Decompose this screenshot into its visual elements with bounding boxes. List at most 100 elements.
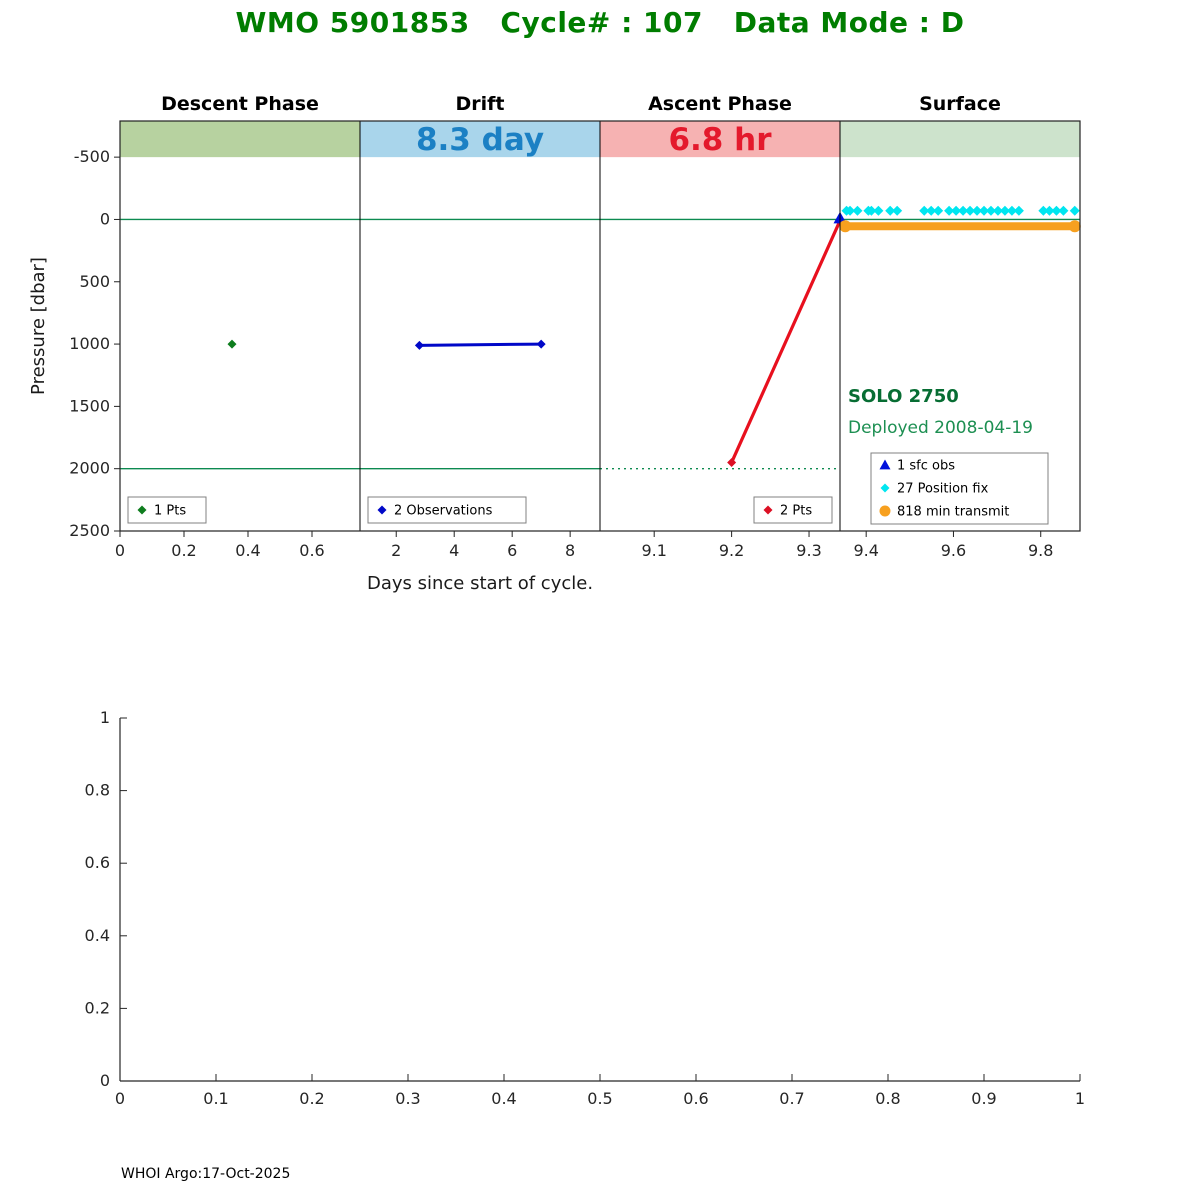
position-fixes-marker bbox=[1044, 205, 1055, 216]
y-axis-label: Pressure [dbar] bbox=[28, 257, 49, 395]
transmit-endpoints-marker bbox=[839, 220, 852, 233]
x-tick-label: 0 bbox=[115, 1089, 125, 1108]
position-fixes-marker bbox=[972, 205, 983, 216]
y-tick-label: 2000 bbox=[69, 459, 110, 478]
y-tick-label: 2500 bbox=[69, 521, 110, 540]
x-tick-label: 9.3 bbox=[796, 541, 821, 560]
x-tick-label: 9.2 bbox=[719, 541, 744, 560]
x-tick-label: 9.4 bbox=[853, 541, 878, 560]
y-tick-label: -500 bbox=[74, 147, 110, 166]
y-tick-label: 0.4 bbox=[85, 926, 110, 945]
x-tick-label: 0.7 bbox=[779, 1089, 804, 1108]
axes-box bbox=[119, 120, 1081, 532]
y-tick-label: 0 bbox=[100, 1071, 110, 1090]
x-tick-label: 0.1 bbox=[203, 1089, 228, 1108]
x-tick-label: 6 bbox=[507, 541, 517, 560]
position-fixes-marker bbox=[1069, 205, 1080, 216]
transmit-endpoints-marker bbox=[1068, 220, 1081, 233]
legend-box bbox=[367, 496, 527, 524]
x-tick-label: 0.3 bbox=[395, 1089, 420, 1108]
legend-label: 2 Pts bbox=[780, 504, 812, 519]
annotation-text: Deployed 2008-04-19 bbox=[848, 418, 1033, 438]
legend-marker-diamond bbox=[137, 505, 147, 515]
phase-header: Drift bbox=[455, 93, 504, 115]
drift-track-marker bbox=[536, 339, 546, 349]
legend-marker-diamond bbox=[880, 483, 890, 493]
legend-box bbox=[870, 452, 1049, 525]
x-tick-label: 0.2 bbox=[171, 541, 196, 560]
x-tick-label: 0.4 bbox=[491, 1089, 516, 1108]
x-tick-label: 8 bbox=[565, 541, 575, 560]
legend-label: 1 sfc obs bbox=[897, 459, 955, 474]
x-tick-label: 0.5 bbox=[587, 1089, 612, 1108]
band-duration-label: 8.3 day bbox=[416, 122, 544, 158]
x-tick-label: 0.9 bbox=[971, 1089, 996, 1108]
position-fixes-marker bbox=[1058, 205, 1069, 216]
position-fixes-marker bbox=[1038, 205, 1049, 216]
phase-header: Ascent Phase bbox=[648, 93, 792, 115]
x-tick-label: 0.6 bbox=[299, 541, 324, 560]
position-fixes-marker bbox=[926, 205, 937, 216]
x-tick-label: 9.6 bbox=[941, 541, 966, 560]
y-tick-label: 0 bbox=[100, 209, 110, 228]
ascent-deep-point-marker bbox=[727, 457, 737, 467]
position-fixes-marker bbox=[1051, 205, 1062, 216]
drift-track-marker bbox=[414, 340, 424, 350]
phase-band bbox=[120, 121, 360, 158]
position-fixes-marker bbox=[933, 205, 944, 216]
x-tick-label: 0.4 bbox=[235, 541, 260, 560]
x-tick-label: 0.6 bbox=[683, 1089, 708, 1108]
position-fixes-marker bbox=[979, 205, 989, 216]
y-tick-label: 1000 bbox=[69, 334, 110, 353]
legend-label: 27 Position fix bbox=[897, 482, 989, 497]
x-tick-label: 0.8 bbox=[875, 1089, 900, 1108]
legend-marker-triangle bbox=[879, 459, 891, 470]
page-title: WMO 5901853 Cycle# : 107 Data Mode : D bbox=[235, 6, 965, 39]
x-axis-label: Days since start of cycle. bbox=[367, 573, 593, 594]
position-fixes-marker bbox=[852, 205, 863, 216]
descent-points-marker bbox=[227, 339, 237, 349]
cycle-timeline-chart: Descent Phase Drift 8.3 day Ascent Phase 6.8… bbox=[28, 93, 1081, 594]
position-fixes-marker bbox=[958, 205, 969, 216]
phase-header: Surface bbox=[919, 93, 1001, 115]
y-tick-label: 0.2 bbox=[85, 998, 110, 1017]
y-tick-label: 0.6 bbox=[85, 853, 110, 872]
position-fixes-marker bbox=[992, 205, 1003, 216]
position-fixes-marker bbox=[1006, 205, 1017, 216]
position-fixes-marker bbox=[951, 205, 962, 216]
y-tick-label: 500 bbox=[79, 272, 110, 291]
y-tick-label: 1 bbox=[100, 708, 110, 727]
empty-axes-chart: 0 0.2 0.4 0.6 0.8 1 0 0.1 0.2 0.3 0.4 0.5 0.6 0.7 0.8 0… bbox=[85, 708, 1086, 1108]
position-fixes-marker bbox=[999, 205, 1010, 216]
footer-credit: WHOI Argo:17-Oct-2025 bbox=[121, 1166, 291, 1182]
legend-box bbox=[753, 496, 833, 524]
annotation-text: SOLO 2750 bbox=[848, 386, 959, 407]
legend-label: 2 Observations bbox=[394, 504, 493, 519]
phase-band bbox=[600, 121, 840, 158]
phase-band bbox=[840, 121, 1080, 158]
position-fixes-marker bbox=[866, 205, 877, 216]
position-fixes-marker bbox=[892, 205, 903, 216]
legend-marker-diamond bbox=[763, 505, 773, 515]
position-fixes-marker bbox=[985, 205, 996, 216]
x-tick-label: 0.2 bbox=[299, 1089, 324, 1108]
position-fixes-marker bbox=[965, 205, 976, 216]
y-tick-label: 0.8 bbox=[85, 781, 110, 800]
legend-marker-circle bbox=[879, 505, 891, 517]
position-fixes-marker bbox=[944, 205, 955, 216]
phase-band bbox=[360, 121, 600, 158]
band-duration-label: 6.8 hr bbox=[668, 122, 772, 158]
phase-header: Descent Phase bbox=[161, 93, 319, 115]
drift-track-line bbox=[417, 342, 543, 347]
x-tick-label: 1 bbox=[1075, 1089, 1085, 1108]
x-tick-label: 9.8 bbox=[1028, 541, 1053, 560]
legend-marker-diamond bbox=[377, 505, 387, 515]
position-fixes-marker bbox=[873, 205, 884, 216]
position-fixes-marker bbox=[919, 205, 930, 216]
y-tick-label: 1500 bbox=[69, 396, 110, 415]
x-tick-label: 9.1 bbox=[641, 541, 666, 560]
x-tick-label: 0 bbox=[115, 541, 125, 560]
position-fixes-marker bbox=[1013, 205, 1024, 216]
position-fixes-marker bbox=[885, 205, 896, 216]
